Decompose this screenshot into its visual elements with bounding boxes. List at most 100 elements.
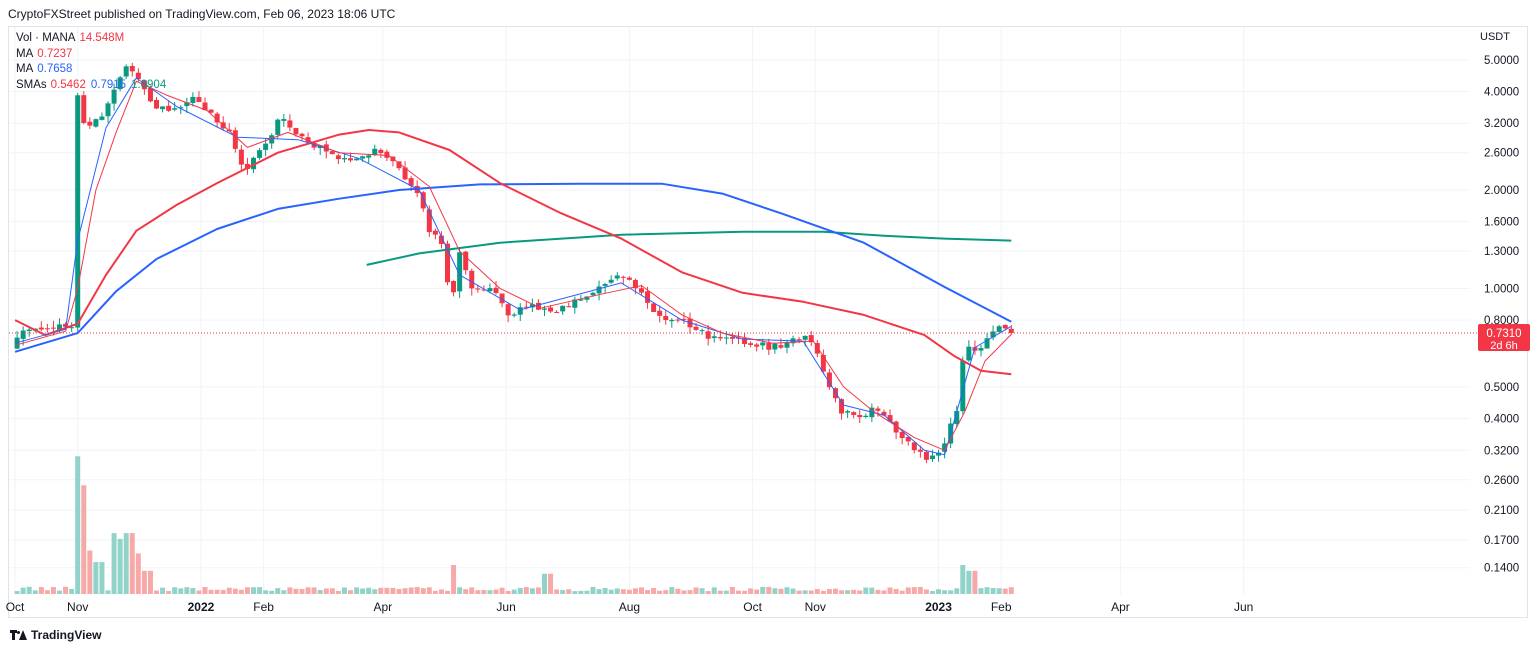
candle-body [445, 243, 451, 283]
volume-bar [717, 590, 723, 594]
time-axis: Oct Nov 2022 Feb Apr Jun Aug Oct Nov 2023 Feb Apr Ju… [6, 600, 1254, 614]
volume-bar [117, 538, 123, 594]
candle-body [911, 442, 917, 451]
y-tick-label: 1.0000 [1484, 283, 1519, 295]
candle-body [705, 331, 711, 339]
volume-bar [147, 570, 153, 594]
volume-bar [657, 590, 663, 594]
x-tick-label: 2022 [188, 600, 215, 614]
candle-body [123, 66, 129, 77]
volume-bar [87, 550, 93, 594]
candle-body [657, 310, 663, 316]
volume-bar [748, 588, 754, 594]
candle-body [105, 103, 111, 117]
volume-bar [493, 589, 499, 594]
candle-body [178, 107, 184, 109]
volume-bar [869, 587, 875, 594]
candle-body [942, 443, 948, 452]
chart-frame [8, 26, 1528, 618]
candle-body [1008, 328, 1014, 333]
candle-body [742, 338, 748, 345]
volume-bar [420, 588, 426, 594]
candle-body [499, 293, 505, 304]
legend-sma-200-value: 1.0904 [131, 78, 167, 91]
candle-body [984, 338, 990, 349]
candle-body [820, 354, 826, 372]
volume-bar [796, 590, 802, 594]
y-tick-label: 0.3200 [1484, 445, 1519, 457]
candle-body [529, 304, 535, 308]
candle-body [384, 151, 390, 158]
candle-body [511, 314, 517, 316]
candle-body [244, 163, 250, 169]
candle-body [20, 330, 26, 339]
legend-volume: Vol · MANA 14.548M [16, 31, 171, 47]
candle-body [802, 335, 808, 340]
x-tick-label: Nov [805, 600, 826, 614]
volume-bar [135, 553, 141, 594]
x-tick-label: Jun [496, 600, 515, 614]
volume-bar [808, 590, 814, 594]
last-price-countdown: 2d 6h [1490, 340, 1518, 352]
y-tick-label: 0.5000 [1484, 382, 1519, 394]
volume-bar [166, 590, 172, 594]
volume-bar [63, 586, 69, 594]
candle-body [548, 307, 554, 312]
volume-bar [778, 588, 784, 594]
candle-body [493, 287, 499, 294]
volume-bar [535, 587, 541, 594]
last-price-value: 0.7310 [1486, 328, 1521, 340]
candle-body [851, 412, 857, 415]
candle-body [99, 116, 105, 120]
candle-body [693, 326, 699, 330]
price-unit: USDT [1480, 31, 1510, 43]
volume-bar [232, 588, 238, 594]
volume-bar [881, 590, 887, 594]
legend-ma-fast-value: 0.7237 [37, 47, 73, 60]
volume-bar [754, 589, 760, 594]
y-tick-label: 0.1700 [1484, 535, 1519, 547]
volume-bar [948, 590, 954, 594]
volume-bar [451, 565, 457, 594]
volume-bar [293, 588, 299, 594]
candle-body [360, 156, 366, 159]
volume-bar [972, 570, 978, 594]
ma-medium-line [14, 77, 1012, 456]
candle-body [899, 431, 905, 439]
volume-bar [57, 590, 63, 594]
candle-body [81, 95, 87, 123]
candle-body [396, 161, 402, 169]
candle-body [354, 158, 360, 161]
volume-bar [723, 590, 729, 594]
legend-sma-50-value: 0.5462 [50, 78, 86, 91]
volume-bar [954, 588, 960, 594]
volume-bar [335, 591, 341, 594]
candle-body [826, 372, 832, 388]
tradingview-footer[interactable]: TradingView [10, 628, 101, 642]
legend-volume-value: 14.548M [79, 32, 125, 44]
volume-bar [196, 590, 202, 594]
candle-body [845, 411, 851, 413]
candle-body [566, 306, 572, 308]
volume-bar [687, 590, 693, 594]
volume-bar [214, 589, 220, 594]
volume-bar [154, 590, 160, 594]
candle-body [214, 113, 220, 123]
x-tick-label: Oct [743, 600, 762, 614]
candles [14, 62, 1014, 464]
indicator-legend: Vol · MANA 14.548M MA 0.7237 MA 0.7658 SMAs… [16, 31, 171, 93]
candle-body [954, 410, 960, 425]
volume-bar [81, 485, 87, 594]
candle-body [451, 281, 457, 293]
candle-body [675, 319, 681, 321]
volume-bar [729, 586, 735, 594]
candle-body [475, 288, 481, 290]
candle-body [651, 303, 657, 312]
volume-bar [390, 587, 396, 594]
volume-bar [366, 587, 372, 594]
volume-bar [851, 589, 857, 594]
candle-body [154, 99, 160, 109]
y-tick-label: 0.8000 [1484, 315, 1519, 327]
volume-bar [1008, 587, 1014, 594]
